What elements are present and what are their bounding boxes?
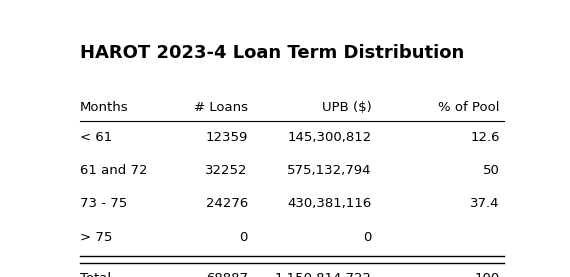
Text: UPB ($): UPB ($) [322,101,372,114]
Text: > 75: > 75 [80,230,112,243]
Text: 145,300,812: 145,300,812 [287,131,372,144]
Text: 12359: 12359 [206,131,248,144]
Text: 575,132,794: 575,132,794 [287,165,372,177]
Text: # Loans: # Loans [194,101,248,114]
Text: 68887: 68887 [206,272,248,277]
Text: 100: 100 [474,272,500,277]
Text: Months: Months [80,101,129,114]
Text: 0: 0 [363,230,372,243]
Text: Total: Total [80,272,111,277]
Text: HAROT 2023-4 Loan Term Distribution: HAROT 2023-4 Loan Term Distribution [80,44,465,62]
Text: 0: 0 [239,230,248,243]
Text: 32252: 32252 [205,165,248,177]
Text: 430,381,116: 430,381,116 [287,198,372,211]
Text: 50: 50 [483,165,500,177]
Text: 61 and 72: 61 and 72 [80,165,148,177]
Text: < 61: < 61 [80,131,112,144]
Text: 12.6: 12.6 [470,131,500,144]
Text: 24276: 24276 [206,198,248,211]
Text: 73 - 75: 73 - 75 [80,198,127,211]
Text: 37.4: 37.4 [470,198,500,211]
Text: 1,150,814,722: 1,150,814,722 [275,272,372,277]
Text: % of Pool: % of Pool [438,101,500,114]
